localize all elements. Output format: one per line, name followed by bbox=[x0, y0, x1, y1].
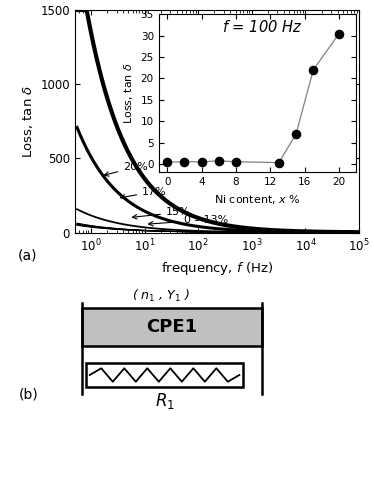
Text: $\it{R}_1$: $\it{R}_1$ bbox=[154, 392, 175, 411]
Text: 15%: 15% bbox=[132, 208, 190, 219]
Text: ( $n_1$ , $Y_1$ ): ( $n_1$ , $Y_1$ ) bbox=[132, 288, 190, 304]
Text: (b): (b) bbox=[19, 387, 39, 401]
Text: CPE1: CPE1 bbox=[147, 318, 197, 336]
Y-axis label: Loss, tan $\delta$: Loss, tan $\delta$ bbox=[21, 84, 35, 158]
FancyBboxPatch shape bbox=[82, 308, 262, 346]
Text: 20%: 20% bbox=[104, 162, 148, 176]
FancyBboxPatch shape bbox=[86, 363, 243, 387]
Text: 17%: 17% bbox=[120, 186, 167, 199]
Text: 0 – 13%: 0 – 13% bbox=[148, 215, 229, 226]
X-axis label: frequency, $f$ (Hz): frequency, $f$ (Hz) bbox=[161, 260, 273, 276]
Text: (a): (a) bbox=[18, 248, 37, 262]
